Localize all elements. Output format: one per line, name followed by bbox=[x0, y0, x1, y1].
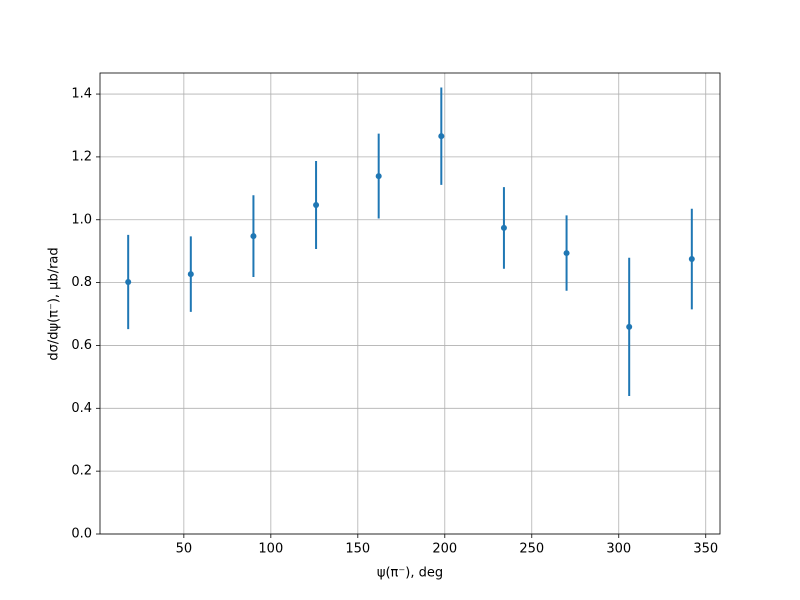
data-point bbox=[313, 201, 320, 208]
x-tick-label: 250 bbox=[519, 542, 544, 557]
y-tick-label: 1.2 bbox=[71, 149, 92, 164]
data-point bbox=[375, 173, 382, 180]
x-tick-label: 350 bbox=[693, 542, 718, 557]
data-point bbox=[563, 250, 570, 257]
y-tick-label: 0.6 bbox=[71, 338, 92, 353]
x-tick-label: 200 bbox=[432, 542, 457, 557]
data-point bbox=[688, 256, 695, 263]
y-tick-label: 0.0 bbox=[71, 527, 92, 542]
data-point bbox=[438, 133, 445, 140]
data-point bbox=[250, 233, 257, 240]
data-point bbox=[125, 278, 132, 285]
x-tick-label: 50 bbox=[176, 542, 193, 557]
data-point bbox=[500, 224, 507, 231]
x-tick-label: 150 bbox=[345, 542, 370, 557]
x-axis-label: ψ(π⁻), deg bbox=[377, 566, 443, 581]
x-tick-label: 300 bbox=[606, 542, 631, 557]
y-tick-label: 1.0 bbox=[71, 212, 92, 227]
x-tick-label: 100 bbox=[258, 542, 283, 557]
data-point bbox=[626, 323, 633, 330]
y-tick-label: 0.4 bbox=[71, 401, 92, 416]
y-tick-label: 0.8 bbox=[71, 275, 92, 290]
data-point bbox=[187, 271, 194, 278]
y-axis-label: dσ/dψ(π⁻), μb/rad bbox=[47, 247, 62, 360]
y-tick-label: 1.4 bbox=[71, 87, 92, 102]
y-tick-label: 0.2 bbox=[71, 464, 92, 479]
plot-frame bbox=[99, 72, 721, 535]
